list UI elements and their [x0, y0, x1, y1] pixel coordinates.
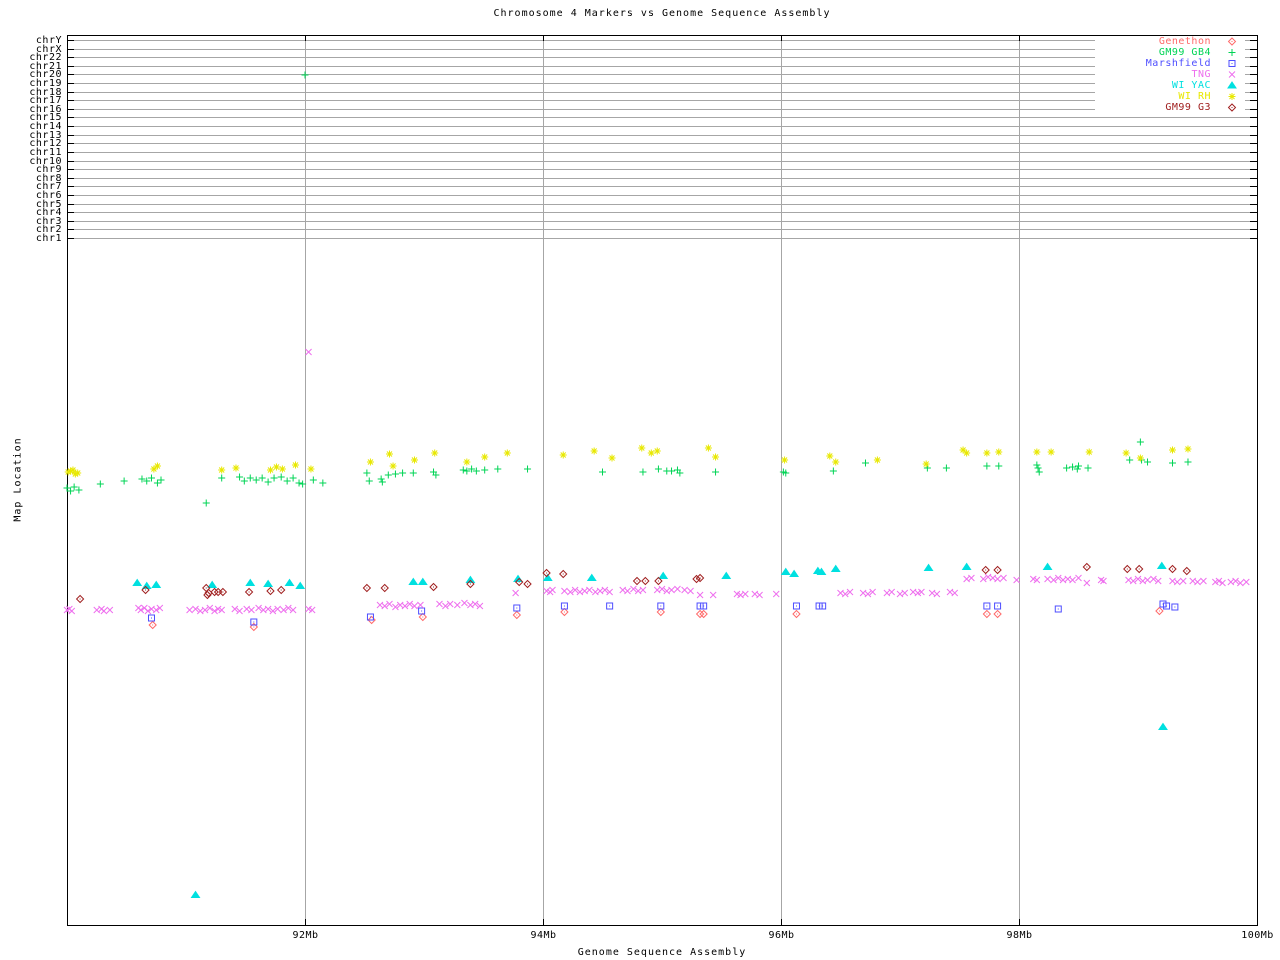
series-gm99-gb4 — [63, 71, 1192, 507]
series-wi-yac — [132, 561, 1168, 898]
y-tick-label-chr3: chr3 — [35, 215, 62, 227]
legend-item-genethon: Genethon — [1095, 36, 1245, 47]
series-tng — [63, 348, 1250, 615]
legend-item-wi-rh: WI RH — [1095, 91, 1245, 102]
series-marshfield — [147, 600, 1179, 626]
legend-label: GM99 G3 — [1165, 101, 1211, 113]
series-wi-rh — [64, 444, 1192, 478]
y-tick-label-chr21: chr21 — [29, 60, 62, 72]
legend-item-tng: TNG — [1095, 69, 1245, 80]
legend-label: WI RH — [1178, 90, 1211, 102]
asterisk-icon — [1228, 93, 1236, 100]
y-tick-label-chr9: chr9 — [35, 163, 62, 175]
y-tick-label-chr5: chr5 — [35, 198, 62, 210]
y-tick-label-chr22: chr22 — [29, 51, 62, 63]
y-tick-label-chr15: chr15 — [29, 111, 62, 123]
legend-label: Genethon — [1158, 35, 1211, 47]
legend-item-gm99-g3: GM99 G3 — [1095, 102, 1245, 113]
legend-item-wi-yac: WI YAC — [1095, 80, 1245, 91]
x-tick-label-96Mb: 96Mb — [768, 930, 795, 941]
chart-title: Chromosome 4 Markers vs Genome Sequence … — [493, 8, 831, 19]
y-tick-label-chr13: chr13 — [29, 129, 62, 141]
x-tick-label-98Mb: 98Mb — [1006, 930, 1033, 941]
plot-border — [67, 35, 1258, 926]
series-gm99-g3 — [75, 562, 1191, 604]
x-tick-label-94Mb: 94Mb — [530, 930, 557, 941]
y-tick-label-chr10: chr10 — [29, 155, 62, 167]
legend-item-marshfield: Marshfield — [1095, 58, 1245, 69]
y-tick-label-chr20: chr20 — [29, 68, 62, 80]
legend-label: GM99 GB4 — [1158, 46, 1211, 58]
legend-item-gm99-gb4: GM99 GB4 — [1095, 47, 1245, 58]
x-icon — [1228, 71, 1236, 78]
y-tick-label-chrX: chrX — [35, 43, 62, 55]
diamond-icon — [1227, 37, 1237, 46]
y-tick-label-chr1: chr1 — [35, 232, 62, 244]
legend: Genethon GM99 GB4 Marshfield TNG WI YAC WI RH… — [1095, 36, 1245, 113]
diamond-icon — [1227, 103, 1237, 112]
square-icon — [1228, 60, 1236, 67]
legend-label: Marshfield — [1145, 57, 1211, 69]
x-tick-label-92Mb: 92Mb — [292, 930, 319, 941]
y-tick-label-chr12: chr12 — [29, 137, 62, 149]
y-tick-label-chr8: chr8 — [35, 172, 62, 184]
y-tick-label-chr16: chr16 — [29, 103, 62, 115]
y-tick-label-chr7: chr7 — [35, 180, 62, 192]
x-tick-label-100Mb: 100Mb — [1241, 930, 1274, 941]
x-axis-title: Genome Sequence Assembly — [577, 947, 747, 958]
legend-label: TNG — [1191, 68, 1211, 80]
y-tick-label-chrY: chrY — [35, 34, 62, 46]
plus-icon — [1228, 49, 1236, 56]
y-tick-label-chr17: chr17 — [29, 94, 62, 106]
triangle-icon — [1227, 81, 1237, 89]
legend-label: WI YAC — [1171, 79, 1211, 91]
y-tick-label-chr14: chr14 — [29, 120, 62, 132]
y-tick-label-chr11: chr11 — [29, 146, 62, 158]
y-tick-label-chr19: chr19 — [29, 77, 62, 89]
series-genethon — [148, 606, 1164, 632]
y-tick-label-chr4: chr4 — [35, 206, 62, 218]
y-tick-label-chr18: chr18 — [29, 86, 62, 98]
y-tick-label-chr2: chr2 — [35, 223, 62, 235]
y-tick-label-chr6: chr6 — [35, 189, 62, 201]
